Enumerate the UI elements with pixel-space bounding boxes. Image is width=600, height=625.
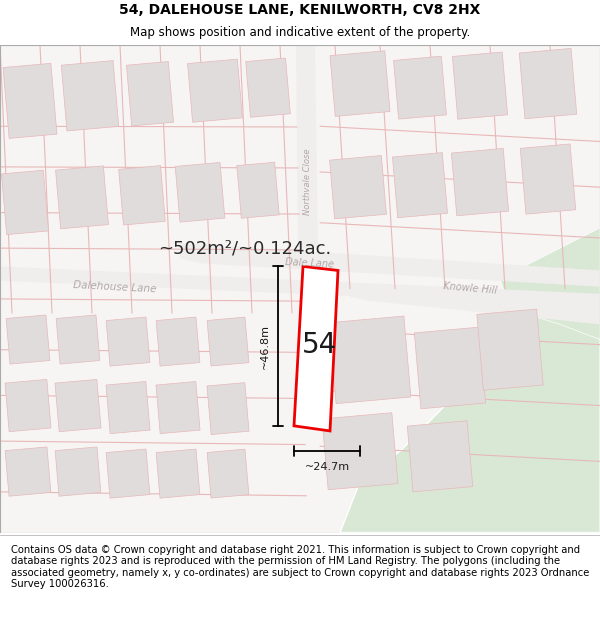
Polygon shape (5, 447, 51, 496)
Polygon shape (61, 61, 119, 131)
Polygon shape (477, 309, 543, 390)
Polygon shape (1, 170, 49, 234)
Polygon shape (451, 149, 509, 216)
Polygon shape (3, 63, 57, 138)
Polygon shape (245, 58, 290, 118)
Polygon shape (56, 315, 100, 364)
Text: ~46.8m: ~46.8m (260, 324, 270, 369)
Polygon shape (5, 379, 51, 432)
Text: Dale Lane: Dale Lane (286, 257, 335, 269)
Polygon shape (207, 317, 249, 366)
Polygon shape (500, 228, 600, 339)
Polygon shape (294, 266, 338, 431)
Polygon shape (0, 45, 600, 532)
Text: ~24.7m: ~24.7m (304, 462, 350, 472)
Polygon shape (519, 48, 577, 119)
Text: Contains OS data © Crown copyright and database right 2021. This information is : Contains OS data © Crown copyright and d… (11, 544, 589, 589)
Polygon shape (156, 381, 200, 434)
Text: ~502m²/~0.124ac.: ~502m²/~0.124ac. (158, 239, 332, 257)
Polygon shape (127, 61, 173, 126)
Text: 54: 54 (302, 331, 338, 359)
Polygon shape (188, 59, 242, 122)
Polygon shape (55, 379, 101, 432)
Polygon shape (156, 317, 200, 366)
Text: Northvale Close: Northvale Close (302, 149, 311, 216)
Polygon shape (415, 327, 485, 409)
Polygon shape (156, 449, 200, 498)
Polygon shape (340, 309, 600, 532)
Polygon shape (207, 449, 249, 498)
Polygon shape (520, 144, 576, 214)
Polygon shape (350, 284, 600, 324)
Text: Knowle Hill: Knowle Hill (443, 281, 497, 296)
Polygon shape (394, 56, 446, 119)
Polygon shape (175, 162, 225, 222)
Polygon shape (329, 316, 411, 404)
Polygon shape (322, 412, 398, 490)
Polygon shape (56, 166, 109, 229)
Text: Dalehouse Lane: Dalehouse Lane (73, 279, 157, 294)
Polygon shape (106, 449, 150, 498)
Polygon shape (55, 447, 101, 496)
Polygon shape (180, 243, 600, 287)
Polygon shape (329, 156, 386, 219)
Polygon shape (452, 52, 508, 119)
Polygon shape (119, 166, 166, 225)
Polygon shape (296, 45, 318, 248)
Polygon shape (207, 382, 249, 434)
Text: Map shows position and indicative extent of the property.: Map shows position and indicative extent… (130, 26, 470, 39)
Polygon shape (6, 315, 50, 364)
Text: 54, DALEHOUSE LANE, KENILWORTH, CV8 2HX: 54, DALEHOUSE LANE, KENILWORTH, CV8 2HX (119, 3, 481, 17)
Polygon shape (407, 421, 473, 492)
Polygon shape (0, 266, 600, 307)
Polygon shape (392, 152, 448, 218)
Polygon shape (330, 51, 390, 116)
Polygon shape (106, 317, 150, 366)
Polygon shape (106, 381, 150, 434)
Polygon shape (237, 162, 279, 218)
